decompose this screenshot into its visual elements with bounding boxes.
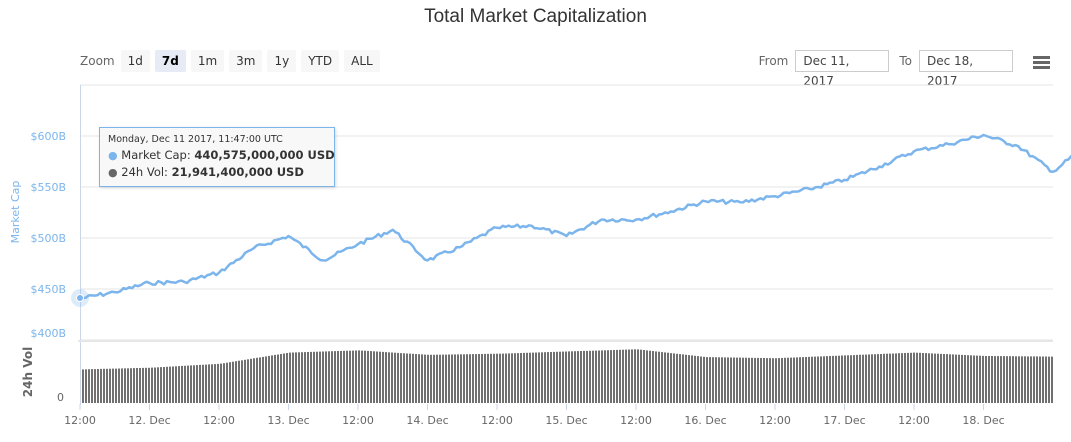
x-tick-label: 12:00 [342,414,374,427]
tooltip-volume-row: ● 24h Vol: 21,941,400,000 USD [108,164,326,181]
zoom-label: Zoom [80,54,115,68]
from-date-input[interactable]: Dec 11, 2017 [795,50,890,88]
tooltip-volume-value: 21,941,400,000 USD [171,165,304,179]
from-label: From [758,54,789,68]
date-range-inputs: From Dec 11, 2017 To Dec 18, 2017 [749,50,1013,88]
x-axis: 12:00 12. Dec 12:00 13. Dec 12:00 14. Dec 12:0… [64,404,1005,427]
x-tick-label: 16. Dec [684,414,726,427]
zoom-1d-button[interactable]: 1d [120,50,150,72]
x-tick-label: 17. Dec [823,414,865,427]
x-tick-label: 14. Dec [406,414,448,427]
tooltip-market-cap-value: 440,575,000,000 USD [194,148,335,162]
x-tick-label: 12:00 [898,414,930,427]
grid-lines [80,84,1053,341]
x-tick-label: 12:00 [203,414,235,427]
y-tick-600: $600B [30,130,66,143]
y-axis-title-market-cap: Market Cap [9,181,22,244]
volume-dot-icon: ● [108,166,118,179]
tooltip-date: Monday, Dec 11 2017, 11:47:00 UTC [108,134,283,145]
y-tick-450: $450B [30,283,66,296]
y-axis-title-volume: 24h Vol [21,347,35,397]
chart-title: Total Market Capitalization [424,6,647,27]
y-tick-400: $400B [30,327,66,340]
market-cap-dot-icon: ● [108,149,118,162]
y2-tick-0: 0 [57,391,64,404]
y-tick-550: $550B [30,181,66,194]
y-axis-labels: $600B $550B $500B $450B $400B [30,130,66,340]
to-date-input[interactable]: Dec 18, 2017 [919,50,1013,88]
zoom-ytd-button[interactable]: YTD [301,50,340,72]
tooltip-volume-label: 24h Vol: [121,165,168,179]
x-tick-label: 13. Dec [267,414,309,427]
hover-point [76,294,84,302]
zoom-all-button[interactable]: ALL [344,50,380,72]
zoom-range-selector: Zoom 1d 7d 1m 3m 1y YTD ALL [80,50,385,72]
x-tick-label: 12:00 [620,414,652,427]
to-label: To [899,54,912,68]
tooltip-market-cap-row: ● Market Cap: 440,575,000,000 USD [108,147,335,164]
x-tick-label: 12:00 [759,414,791,427]
volume-bars [82,349,1053,403]
x-tick-label: 15. Dec [545,414,587,427]
market-cap-line [79,133,1071,300]
zoom-1m-button[interactable]: 1m [190,50,225,72]
x-tick-label: 12:00 [64,414,96,427]
x-tick-label: 18. Dec [962,414,1004,427]
hamburger-menu-icon[interactable] [1033,56,1050,69]
x-tick-label: 12:00 [481,414,513,427]
y-tick-500: $500B [30,232,66,245]
tooltip-market-cap-label: Market Cap: [121,148,191,162]
zoom-1y-button[interactable]: 1y [267,50,297,72]
zoom-7d-button[interactable]: 7d [154,50,186,72]
chart-tooltip: Monday, Dec 11 2017, 11:47:00 UTC ● Mark… [99,127,335,187]
x-tick-label: 12. Dec [128,414,170,427]
zoom-3m-button[interactable]: 3m [229,50,263,72]
